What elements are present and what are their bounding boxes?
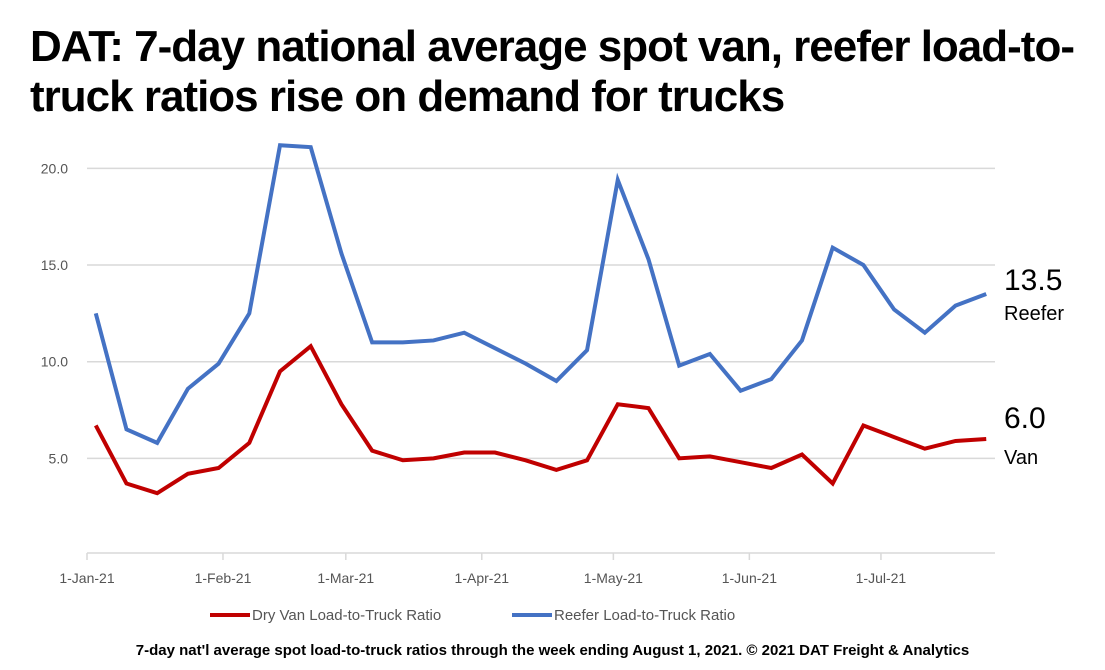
y-tick-label: 15.0 <box>41 257 68 273</box>
x-tick-label: 1-Jul-21 <box>856 570 907 586</box>
end-value-label: 6.0 <box>1004 402 1046 435</box>
line-chart: 5.0 10.0 15.0 20.0 1-Jan-21 1-Feb-21 1-Mar-21 1… <box>41 143 1064 624</box>
y-tick-label: 5.0 <box>49 450 69 466</box>
x-tick-label: 1-May-21 <box>584 570 643 586</box>
chart-title: DAT: 7-day national average spot van, re… <box>30 22 1075 121</box>
x-tick-label: 1-Feb-21 <box>195 570 252 586</box>
x-tick-label: 1-Jun-21 <box>722 570 777 586</box>
x-tick-label: 1-Mar-21 <box>317 570 374 586</box>
y-tick-label: 10.0 <box>41 354 68 370</box>
end-series-label: Van <box>1004 447 1038 469</box>
x-tick-label: 1-Jan-21 <box>59 570 114 586</box>
chart-caption: 7-day nat'l average spot load-to-truck r… <box>135 642 970 659</box>
end-value-label: 13.5 <box>1004 264 1062 297</box>
legend-label: Reefer Load-to-Truck Ratio <box>554 607 735 624</box>
legend-label: Dry Van Load-to-Truck Ratio <box>252 607 441 624</box>
y-tick-label: 20.0 <box>41 160 68 176</box>
series-line-van <box>94 343 987 496</box>
x-tick-label: 1-Apr-21 <box>455 570 510 586</box>
end-series-label: Reefer <box>1004 303 1064 325</box>
series-line-reefer <box>93 143 987 446</box>
